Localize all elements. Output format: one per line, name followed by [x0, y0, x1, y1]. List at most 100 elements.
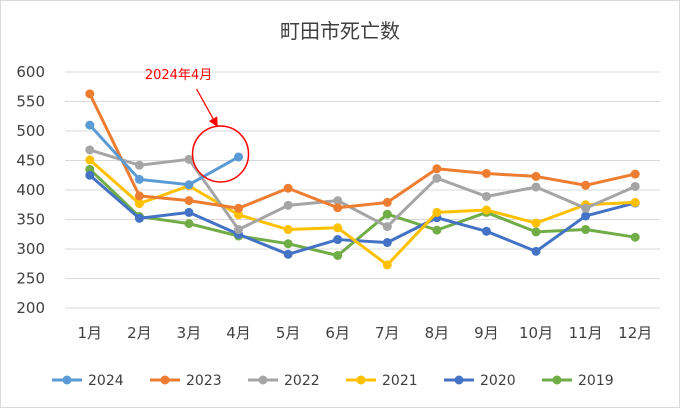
series-line-2020 [88, 173, 637, 256]
legend-swatch-marker [258, 375, 268, 385]
legend-item-2023: 2023 [150, 373, 222, 389]
data-point [234, 225, 244, 235]
data-point [531, 182, 541, 192]
legend-label: 2021 [382, 373, 418, 389]
legend-label: 2020 [480, 373, 516, 389]
series-2022 [85, 145, 640, 235]
x-tick-label: 2月 [127, 324, 152, 342]
legend-label: 2023 [186, 373, 222, 389]
x-tick-label: 8月 [425, 324, 450, 342]
data-point [283, 249, 293, 259]
x-tick-label: 9月 [474, 324, 499, 342]
data-point [581, 225, 591, 235]
data-point [283, 225, 293, 235]
series-2024 [85, 120, 244, 190]
x-tick-label: 4月 [226, 324, 251, 342]
data-point [184, 196, 194, 206]
data-point [630, 232, 640, 242]
data-point [283, 239, 293, 249]
legend-swatch-marker [552, 375, 562, 385]
data-point [382, 222, 392, 232]
y-tick-label: 250 [16, 270, 45, 288]
data-point [85, 170, 95, 180]
annotation-arrow [196, 88, 218, 128]
legend-label: 2019 [578, 373, 614, 389]
x-tick-label: 10月 [519, 324, 553, 342]
data-point [234, 152, 244, 162]
series-line-2019 [88, 167, 637, 257]
legend-item-2020: 2020 [444, 373, 516, 389]
legend-swatch-marker [356, 375, 366, 385]
data-point [333, 250, 343, 260]
data-point [234, 210, 244, 220]
annotation-circle [191, 125, 250, 183]
data-point [333, 203, 343, 213]
y-tick-label: 550 [16, 93, 45, 111]
legend-swatch-marker [160, 375, 170, 385]
legend-label: 2022 [284, 373, 320, 389]
data-point [432, 173, 442, 183]
legend-item-2024: 2024 [52, 373, 124, 389]
data-point [134, 174, 144, 184]
data-point [581, 203, 591, 213]
legend-item-2021: 2021 [346, 373, 418, 389]
data-point [481, 168, 491, 178]
legend-item-2022: 2022 [248, 373, 320, 389]
y-tick-label: 500 [16, 122, 45, 140]
data-point [481, 226, 491, 236]
legend-label: 2024 [88, 373, 124, 389]
data-point [333, 223, 343, 233]
y-tick-label: 450 [16, 152, 45, 170]
x-tick-label: 11月 [569, 324, 603, 342]
data-point [531, 218, 541, 228]
data-point [184, 207, 194, 217]
data-point [630, 197, 640, 207]
data-point [382, 238, 392, 248]
x-tick-label: 7月 [375, 324, 400, 342]
y-axis: 200 250 300 350 400 450 500 550 600 [16, 63, 45, 317]
data-point [531, 246, 541, 256]
series-2023 [85, 89, 640, 213]
gridlines [65, 71, 660, 309]
chart-title: 町田市死亡数 [280, 19, 400, 43]
data-point [531, 171, 541, 181]
series-2019 [85, 164, 640, 260]
x-tick-label: 6月 [325, 324, 350, 342]
y-tick-label: 300 [16, 240, 45, 258]
legend-item-2019: 2019 [542, 373, 614, 389]
data-point [581, 211, 591, 221]
data-point [581, 180, 591, 190]
x-tick-label: 5月 [276, 324, 301, 342]
y-tick-label: 600 [16, 63, 45, 81]
legend: 2024 2023 2022 2021 2020 2019 [52, 373, 614, 389]
y-tick-label: 400 [16, 181, 45, 199]
data-point [234, 203, 244, 213]
data-point [85, 155, 95, 165]
data-point [85, 120, 95, 130]
data-point [630, 169, 640, 179]
series-line-2022 [88, 148, 637, 232]
y-tick-label: 200 [16, 299, 45, 317]
data-point [382, 197, 392, 207]
annotation: 2024年4月 [145, 68, 250, 183]
data-point [333, 235, 343, 245]
data-point [184, 154, 194, 164]
x-axis: 1月 2月 3月 4月 5月 6月 7月 8月 9月 10月 11月 12月 [78, 324, 653, 342]
data-point [630, 181, 640, 191]
data-point [85, 145, 95, 155]
legend-swatch-marker [62, 375, 72, 385]
data-point [283, 200, 293, 210]
series-group [85, 89, 640, 270]
data-point [481, 205, 491, 215]
series-line-2021 [88, 158, 637, 267]
data-point [134, 191, 144, 201]
data-point [382, 209, 392, 219]
data-point [283, 183, 293, 193]
data-point [432, 164, 442, 174]
data-point [134, 213, 144, 223]
data-point [134, 199, 144, 209]
data-point [184, 219, 194, 229]
data-point [481, 191, 491, 201]
